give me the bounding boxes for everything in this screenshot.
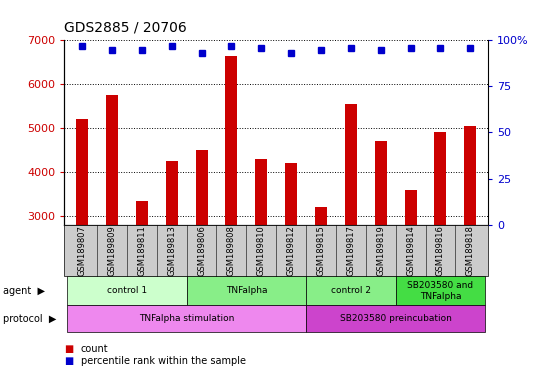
Bar <box>225 56 237 225</box>
Bar <box>195 150 208 225</box>
Text: ■: ■ <box>64 344 74 354</box>
Text: count: count <box>81 344 109 354</box>
Text: control 1: control 1 <box>107 286 147 295</box>
Bar <box>166 161 177 225</box>
Text: SB203580 preincubation: SB203580 preincubation <box>340 314 451 323</box>
Text: GSM189809: GSM189809 <box>108 225 117 276</box>
Bar <box>345 104 357 225</box>
Text: TNFalpha: TNFalpha <box>225 286 267 295</box>
Text: agent  ▶: agent ▶ <box>3 286 45 296</box>
Text: GSM189819: GSM189819 <box>376 225 385 276</box>
Text: GSM189811: GSM189811 <box>137 225 146 276</box>
Text: ■: ■ <box>64 356 74 366</box>
Bar <box>435 132 446 225</box>
Text: GSM189810: GSM189810 <box>257 225 266 276</box>
Text: GSM189813: GSM189813 <box>167 225 176 276</box>
Text: GSM189818: GSM189818 <box>466 225 475 276</box>
Text: GSM189808: GSM189808 <box>227 225 236 276</box>
Text: GSM189816: GSM189816 <box>436 225 445 276</box>
Text: GSM189812: GSM189812 <box>287 225 296 276</box>
Text: SB203580 and
TNFalpha: SB203580 and TNFalpha <box>407 281 474 301</box>
Bar <box>464 126 477 225</box>
Text: percentile rank within the sample: percentile rank within the sample <box>81 356 246 366</box>
Bar <box>285 163 297 225</box>
Text: GSM189806: GSM189806 <box>197 225 206 276</box>
Bar <box>136 200 148 225</box>
Bar <box>405 190 417 225</box>
Text: GDS2885 / 20706: GDS2885 / 20706 <box>64 21 187 35</box>
Text: GSM189815: GSM189815 <box>316 225 325 276</box>
Bar <box>375 141 387 225</box>
Bar <box>76 119 88 225</box>
Text: control 2: control 2 <box>331 286 371 295</box>
Text: GSM189817: GSM189817 <box>347 225 355 276</box>
Text: TNFalpha stimulation: TNFalpha stimulation <box>139 314 234 323</box>
Bar <box>106 95 118 225</box>
Bar <box>256 159 267 225</box>
Text: GSM189814: GSM189814 <box>406 225 415 276</box>
Text: protocol  ▶: protocol ▶ <box>3 314 56 324</box>
Bar <box>315 207 327 225</box>
Text: GSM189807: GSM189807 <box>78 225 86 276</box>
